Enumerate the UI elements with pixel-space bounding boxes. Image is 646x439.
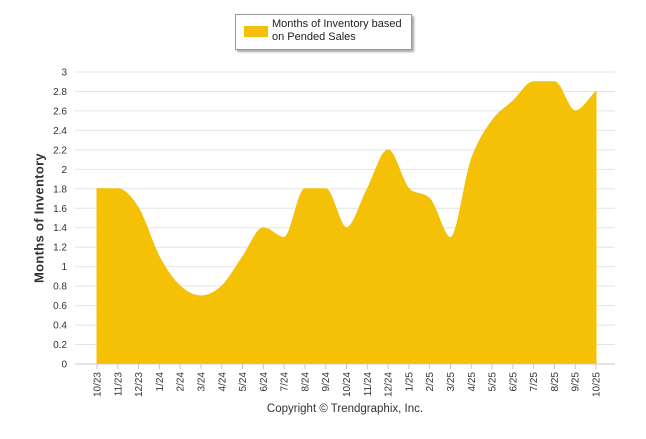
y-tick-label: 0 <box>61 360 67 371</box>
x-tick-label: 10/24 <box>342 372 353 397</box>
x-tick-label: 4/25 <box>467 372 478 392</box>
x-tick-label: 8/24 <box>300 372 311 392</box>
data-point <box>282 235 286 239</box>
y-tick-label: 2 <box>61 165 67 176</box>
legend-label-line2: on Pended Sales <box>272 31 356 43</box>
x-tick-label: 12/24 <box>384 372 395 397</box>
x-tick-label: 9/25 <box>571 372 582 392</box>
y-tick-label: 1 <box>61 262 67 273</box>
x-tick-label: 4/24 <box>217 372 228 392</box>
copyright-notice: Copyright © Trendgraphix, Inc. <box>266 403 424 415</box>
data-point <box>552 80 556 84</box>
x-tick-label: 3/24 <box>196 372 207 392</box>
x-tick-label: 12/23 <box>134 372 145 397</box>
x-tick-label: 7/24 <box>280 372 291 392</box>
data-point <box>365 187 369 191</box>
x-tick-label: 6/25 <box>508 372 519 392</box>
x-tick-label: 10/25 <box>592 372 603 397</box>
data-point <box>199 294 203 298</box>
y-tick-label: 1.6 <box>53 204 67 215</box>
y-tick-label: 2.6 <box>53 106 67 117</box>
data-point <box>594 89 598 93</box>
y-axis-title: Months of Inventory <box>31 153 47 283</box>
data-point <box>407 187 411 191</box>
data-point <box>448 235 452 239</box>
y-tick-label: 3 <box>61 68 67 79</box>
legend-label: Months of Inventory based on Pended Sale… <box>272 18 412 44</box>
x-tick-label: 5/24 <box>238 372 249 392</box>
data-point <box>511 99 515 103</box>
data-point <box>428 197 432 201</box>
data-point <box>573 109 577 113</box>
data-point <box>490 119 494 123</box>
legend-label-line1: Months of Inventory based <box>272 18 402 30</box>
y-tick-label: 1.2 <box>53 243 67 254</box>
y-tick-label: 0.6 <box>53 301 67 312</box>
x-tick-label: 11/23 <box>113 372 124 397</box>
y-tick-label: 2.4 <box>53 126 67 137</box>
data-point <box>116 187 120 191</box>
y-tick-label: 1.8 <box>53 184 67 195</box>
data-point <box>386 148 390 152</box>
legend[interactable]: Months of Inventory based on Pended Sale… <box>235 14 412 50</box>
data-point <box>345 226 349 230</box>
data-point <box>137 206 141 210</box>
data-point <box>532 80 536 84</box>
y-tick-label: 0.4 <box>53 321 67 332</box>
y-tick-label: 2.8 <box>53 87 67 98</box>
data-point <box>303 187 307 191</box>
y-tick-label: 0.8 <box>53 282 67 293</box>
data-point <box>178 284 182 288</box>
y-tick-label: 0.2 <box>53 340 67 351</box>
x-tick-label: 2/25 <box>425 372 436 392</box>
data-point <box>95 187 99 191</box>
y-axis-ticks: 0 0.2 0.4 0.6 0.8 1 1.2 1.4 1.6 1.8 2 2.2 2.4 2.6 2.8 3 <box>53 68 67 371</box>
x-tick-label: 10/23 <box>93 372 104 397</box>
x-tick-label: 2/24 <box>176 372 187 392</box>
y-tick-label: 2.2 <box>53 145 67 156</box>
data-point <box>324 187 328 191</box>
x-tick-label: 8/25 <box>550 372 561 392</box>
data-point <box>261 226 265 230</box>
x-tick-label: 11/24 <box>363 372 374 397</box>
x-tick-label: 9/24 <box>321 372 332 392</box>
data-point <box>157 255 161 259</box>
x-tick-label: 1/24 <box>155 372 166 392</box>
x-tick-label: 7/25 <box>529 372 540 392</box>
x-axis-ticks: 10/23 11/23 12/23 1/24 2/24 3/24 4/24 5/24 6/24 7… <box>93 364 603 397</box>
legend-swatch <box>244 26 268 37</box>
series-area <box>96 81 597 365</box>
data-point <box>220 284 224 288</box>
data-point <box>241 255 245 259</box>
x-tick-label: 3/25 <box>446 372 457 392</box>
x-tick-label: 6/24 <box>259 372 270 392</box>
x-tick-label: 1/25 <box>404 372 415 392</box>
x-tick-label: 5/25 <box>488 372 499 392</box>
data-point <box>469 158 473 162</box>
y-tick-label: 1.4 <box>53 223 67 234</box>
